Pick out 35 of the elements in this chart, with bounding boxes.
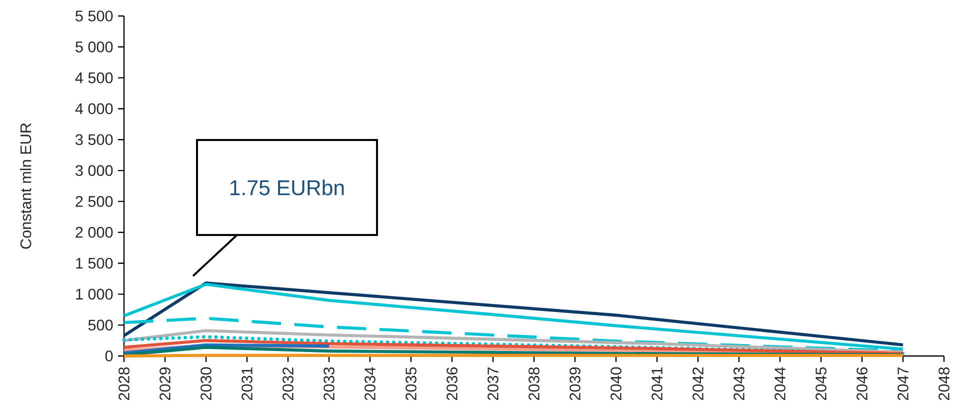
y-tick-label: 4 000 [75, 103, 113, 114]
y-tick-label: 3 500 [76, 134, 113, 146]
x-tick-label: 2048 [938, 367, 950, 400]
y-tick-label: 2 500 [76, 196, 113, 207]
x-tick-label: 2041 [652, 367, 662, 400]
x-tick-label: 2046 [856, 367, 868, 400]
y-tick-label: 4 500 [75, 72, 113, 84]
y-tick-label: 5 500 [76, 10, 113, 22]
x-tick-label: 2036 [446, 367, 458, 400]
y-tick-label: 0 [105, 350, 113, 362]
x-tick-label: 2028 [118, 367, 130, 400]
x-tick-label: 2039 [570, 367, 580, 400]
x-tick-label: 2045 [816, 367, 826, 400]
x-tick-label: 2031 [242, 367, 252, 400]
x-tick-label: 2035 [406, 367, 416, 400]
annotation: 1.75 EURbn [230, 180, 344, 196]
x-tick-label: 2042 [692, 367, 704, 400]
x-tick-label: 2047 [898, 367, 908, 400]
x-tick-label: 2043 [734, 367, 744, 400]
y-tick-label: 1 000 [76, 288, 113, 300]
y-axis-title: Constant mln EUR [20, 123, 32, 249]
x-tick-label: 2029 [160, 367, 170, 400]
x-tick-label: 2030 [200, 367, 212, 400]
y-tick-label: 500 [88, 320, 113, 331]
x-tick-label: 2040 [610, 367, 622, 400]
x-tick-label: 2033 [324, 367, 334, 400]
x-tick-label: 2032 [282, 367, 294, 400]
x-tick-label: 2034 [364, 367, 376, 400]
y-tick-label: 2 000 [76, 226, 113, 238]
x-tick-label: 2038 [528, 367, 540, 400]
x-tick-label: 2044 [774, 367, 786, 400]
y-tick-label: 3 000 [76, 165, 113, 176]
x-tick-label: 2037 [488, 367, 498, 400]
y-tick-label: 1 500 [76, 258, 113, 269]
y-tick-label: 5 000 [76, 41, 113, 52]
